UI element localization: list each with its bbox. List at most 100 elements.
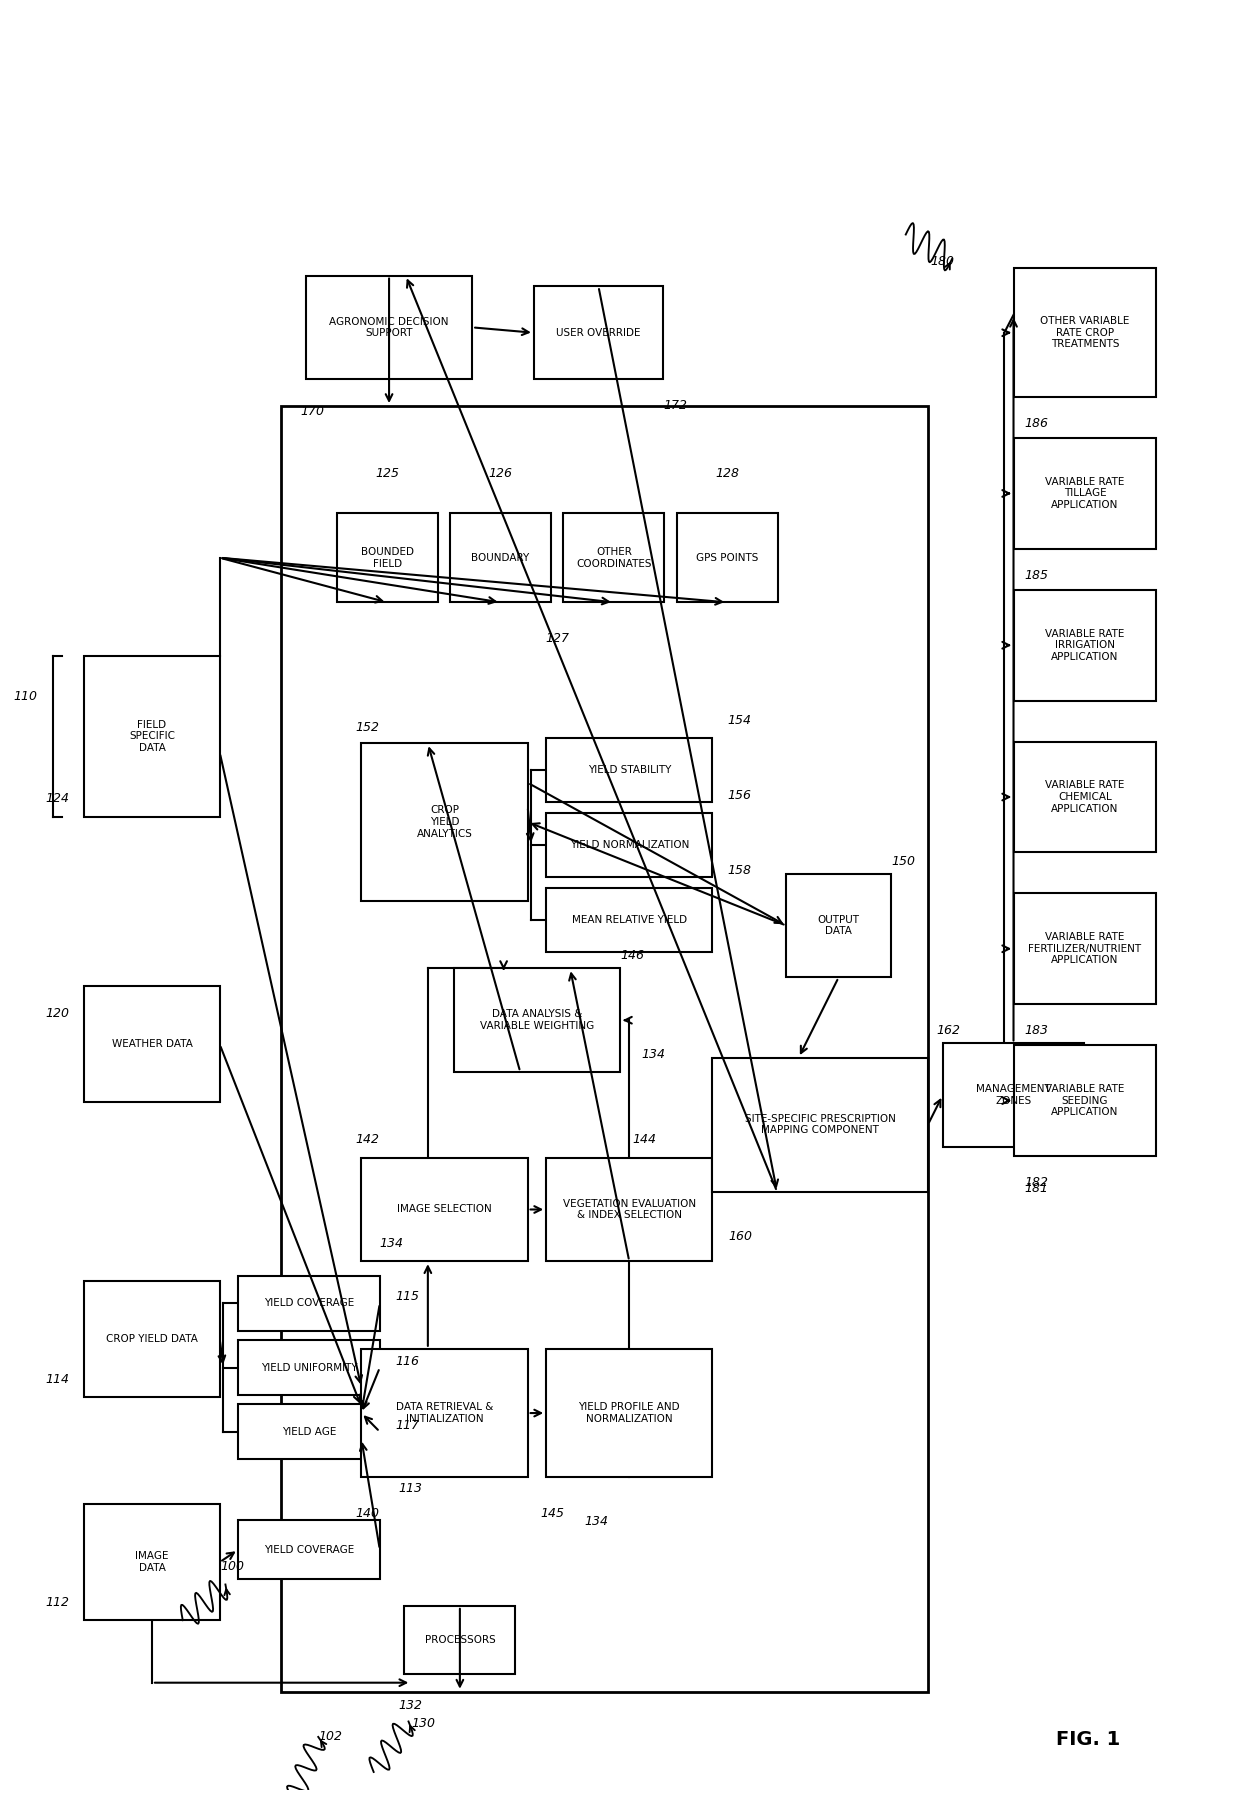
Text: AGRONOMIC DECISION
SUPPORT: AGRONOMIC DECISION SUPPORT	[330, 316, 449, 339]
FancyBboxPatch shape	[84, 987, 219, 1102]
Text: 182: 182	[1024, 1177, 1048, 1189]
Text: DATA ANALYSIS &
VARIABLE WEIGHTING: DATA ANALYSIS & VARIABLE WEIGHTING	[480, 1010, 594, 1032]
FancyBboxPatch shape	[238, 1405, 379, 1460]
Text: 120: 120	[45, 1006, 69, 1019]
Text: USER OVERRIDE: USER OVERRIDE	[557, 328, 641, 337]
Text: 134: 134	[584, 1516, 608, 1528]
Text: VARIABLE RATE
IRRIGATION
APPLICATION: VARIABLE RATE IRRIGATION APPLICATION	[1045, 628, 1125, 662]
Text: 115: 115	[394, 1290, 419, 1304]
Text: OTHER
COORDINATES: OTHER COORDINATES	[577, 547, 651, 569]
FancyBboxPatch shape	[546, 1349, 712, 1476]
Text: 180: 180	[931, 255, 955, 267]
Text: YIELD PROFILE AND
NORMALIZATION: YIELD PROFILE AND NORMALIZATION	[578, 1403, 680, 1424]
Text: VARIABLE RATE
TILLAGE
APPLICATION: VARIABLE RATE TILLAGE APPLICATION	[1045, 477, 1125, 509]
FancyBboxPatch shape	[1014, 1046, 1156, 1155]
Text: 185: 185	[1024, 569, 1048, 581]
Text: IMAGE SELECTION: IMAGE SELECTION	[397, 1204, 492, 1215]
Text: PROCESSORS: PROCESSORS	[424, 1634, 495, 1645]
Text: MANAGEMENT
ZONES: MANAGEMENT ZONES	[976, 1084, 1050, 1107]
Text: 140: 140	[356, 1507, 379, 1520]
Text: VARIABLE RATE
CHEMICAL
APPLICATION: VARIABLE RATE CHEMICAL APPLICATION	[1045, 780, 1125, 814]
Text: 100: 100	[219, 1561, 244, 1573]
Text: 116: 116	[394, 1354, 419, 1367]
FancyBboxPatch shape	[1014, 269, 1156, 396]
Text: 162: 162	[937, 1024, 961, 1037]
Text: VARIABLE RATE
SEEDING
APPLICATION: VARIABLE RATE SEEDING APPLICATION	[1045, 1084, 1125, 1118]
Text: OUTPUT
DATA: OUTPUT DATA	[817, 915, 859, 936]
Text: WEATHER DATA: WEATHER DATA	[112, 1039, 192, 1049]
Text: 110: 110	[14, 689, 37, 703]
FancyBboxPatch shape	[361, 1349, 528, 1476]
Text: FIG. 1: FIG. 1	[1056, 1731, 1120, 1749]
Text: SITE-SPECIFIC PRESCRIPTION
MAPPING COMPONENT: SITE-SPECIFIC PRESCRIPTION MAPPING COMPO…	[745, 1114, 895, 1136]
Text: 124: 124	[45, 793, 69, 806]
Text: 102: 102	[319, 1729, 342, 1742]
Text: 145: 145	[541, 1507, 564, 1520]
Text: 113: 113	[398, 1482, 423, 1494]
FancyBboxPatch shape	[786, 874, 892, 978]
Text: 126: 126	[489, 466, 512, 481]
Text: BOUNDED
FIELD: BOUNDED FIELD	[361, 547, 414, 569]
Text: 160: 160	[728, 1229, 753, 1243]
FancyBboxPatch shape	[563, 513, 665, 603]
Text: 152: 152	[356, 721, 379, 734]
Text: FIELD
SPECIFIC
DATA: FIELD SPECIFIC DATA	[129, 719, 175, 753]
Text: 154: 154	[728, 714, 751, 727]
FancyBboxPatch shape	[238, 1340, 379, 1396]
Text: 144: 144	[632, 1134, 657, 1146]
Text: 127: 127	[546, 631, 569, 644]
Text: 130: 130	[410, 1717, 435, 1729]
Text: BOUNDARY: BOUNDARY	[471, 553, 529, 563]
FancyBboxPatch shape	[546, 813, 712, 877]
FancyBboxPatch shape	[546, 737, 712, 802]
Text: 134: 134	[379, 1236, 403, 1250]
Text: 142: 142	[356, 1134, 379, 1146]
Text: 117: 117	[394, 1419, 419, 1432]
FancyBboxPatch shape	[84, 657, 219, 816]
FancyBboxPatch shape	[1014, 893, 1156, 1005]
Text: 114: 114	[45, 1372, 69, 1385]
FancyBboxPatch shape	[404, 1606, 516, 1674]
FancyBboxPatch shape	[450, 513, 551, 603]
FancyBboxPatch shape	[1014, 741, 1156, 852]
Text: 181: 181	[1024, 1182, 1048, 1195]
Text: MEAN RELATIVE YIELD: MEAN RELATIVE YIELD	[572, 915, 687, 926]
FancyBboxPatch shape	[306, 276, 472, 379]
Text: 134: 134	[642, 1048, 666, 1060]
Text: IMAGE
DATA: IMAGE DATA	[135, 1552, 169, 1573]
Text: 172: 172	[663, 400, 687, 413]
Text: 186: 186	[1024, 418, 1048, 431]
FancyBboxPatch shape	[533, 287, 663, 379]
Text: 156: 156	[728, 789, 751, 802]
FancyBboxPatch shape	[238, 1276, 379, 1331]
Text: CROP YIELD DATA: CROP YIELD DATA	[107, 1335, 198, 1344]
Text: 128: 128	[715, 466, 739, 481]
Text: 150: 150	[892, 854, 915, 868]
FancyBboxPatch shape	[454, 969, 620, 1073]
Text: 170: 170	[300, 405, 324, 418]
FancyBboxPatch shape	[712, 1058, 928, 1191]
Text: 183: 183	[1024, 1024, 1048, 1037]
Text: YIELD AGE: YIELD AGE	[281, 1426, 336, 1437]
FancyBboxPatch shape	[1014, 590, 1156, 701]
Text: YIELD COVERAGE: YIELD COVERAGE	[264, 1545, 355, 1555]
FancyBboxPatch shape	[546, 1157, 712, 1261]
FancyBboxPatch shape	[1014, 438, 1156, 549]
Text: YIELD STABILITY: YIELD STABILITY	[588, 766, 671, 775]
Text: DATA RETRIEVAL &
INITIALIZATION: DATA RETRIEVAL & INITIALIZATION	[396, 1403, 494, 1424]
FancyBboxPatch shape	[238, 1520, 379, 1579]
Text: YIELD UNIFORMITY: YIELD UNIFORMITY	[260, 1362, 357, 1372]
Text: OTHER VARIABLE
RATE CROP
TREATMENTS: OTHER VARIABLE RATE CROP TREATMENTS	[1040, 316, 1130, 350]
Text: 158: 158	[728, 863, 751, 877]
Text: YIELD COVERAGE: YIELD COVERAGE	[264, 1299, 355, 1308]
Text: 112: 112	[45, 1597, 69, 1609]
FancyBboxPatch shape	[337, 513, 438, 603]
Text: VEGETATION EVALUATION
& INDEX SELECTION: VEGETATION EVALUATION & INDEX SELECTION	[563, 1198, 696, 1220]
FancyBboxPatch shape	[942, 1044, 1084, 1146]
Text: CROP
YIELD
ANALYTICS: CROP YIELD ANALYTICS	[417, 806, 472, 838]
FancyBboxPatch shape	[84, 1281, 219, 1398]
FancyBboxPatch shape	[361, 1157, 528, 1261]
FancyBboxPatch shape	[84, 1503, 219, 1620]
Text: 125: 125	[376, 466, 399, 481]
FancyBboxPatch shape	[361, 743, 528, 901]
